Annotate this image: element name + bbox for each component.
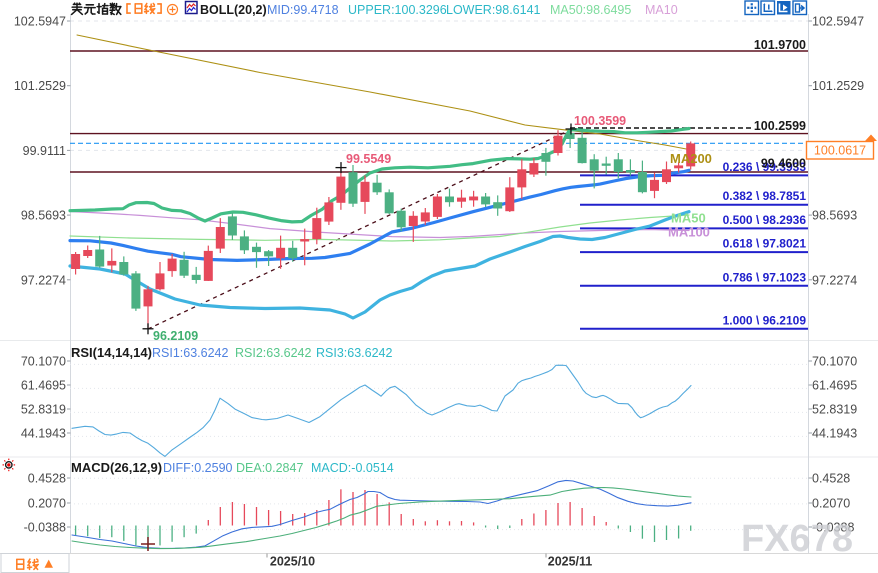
svg-text:101.2529: 101.2529 xyxy=(14,79,66,93)
svg-text:MACD(26,12,9): MACD(26,12,9) xyxy=(71,460,162,475)
svg-text:99.5549: 99.5549 xyxy=(346,152,391,166)
svg-text:99.4600: 99.4600 xyxy=(761,157,806,171)
svg-text:DEA:0.2847: DEA:0.2847 xyxy=(236,461,303,475)
svg-text:MA100: MA100 xyxy=(668,225,710,240)
svg-text:RSI3:63.6242: RSI3:63.6242 xyxy=(316,346,392,360)
svg-text:102.5947: 102.5947 xyxy=(812,15,864,29)
svg-text:100.0617: 100.0617 xyxy=(814,144,866,158)
svg-text:61.4695: 61.4695 xyxy=(21,379,66,393)
svg-text:70.1070: 70.1070 xyxy=(21,355,66,369)
svg-text:BOLL(20,2): BOLL(20,2) xyxy=(200,3,267,17)
svg-text:61.4695: 61.4695 xyxy=(812,379,857,393)
svg-text:96.2109: 96.2109 xyxy=(153,329,198,343)
svg-text:RSI(14,14,14): RSI(14,14,14) xyxy=(71,345,152,360)
svg-text:97.2274: 97.2274 xyxy=(812,273,857,287)
svg-text:MA200: MA200 xyxy=(670,151,712,166)
svg-text:98.5693: 98.5693 xyxy=(21,209,66,223)
svg-text:70.1070: 70.1070 xyxy=(812,355,857,369)
svg-text:2025/11: 2025/11 xyxy=(548,555,593,569)
svg-text:-0.0388: -0.0388 xyxy=(24,521,66,535)
svg-text:0.2070: 0.2070 xyxy=(812,497,850,511)
svg-text:44.1943: 44.1943 xyxy=(812,427,857,441)
svg-text:98.5693: 98.5693 xyxy=(812,209,857,223)
svg-text:0.786 \ 97.1023: 0.786 \ 97.1023 xyxy=(723,270,807,284)
svg-text:101.2529: 101.2529 xyxy=(812,79,864,93)
svg-text:0.4528: 0.4528 xyxy=(812,472,850,486)
svg-text:MID:99.4718: MID:99.4718 xyxy=(267,3,339,17)
svg-text:-0.0388: -0.0388 xyxy=(812,521,854,535)
svg-text:MA50: MA50 xyxy=(671,211,706,226)
svg-text:0.618 \ 97.8021: 0.618 \ 97.8021 xyxy=(723,237,807,251)
svg-text:102.5947: 102.5947 xyxy=(14,15,66,29)
svg-text:MA50:98.6495: MA50:98.6495 xyxy=(550,3,631,17)
svg-text:100.2599: 100.2599 xyxy=(754,119,806,133)
svg-text:MA10: MA10 xyxy=(645,3,678,17)
svg-text:0.236 \ 99.3933: 0.236 \ 99.3933 xyxy=(723,160,807,174)
svg-text:101.9700: 101.9700 xyxy=(754,38,806,52)
svg-text:99.9111: 99.9111 xyxy=(23,144,66,158)
svg-text:1.000 \ 96.2109: 1.000 \ 96.2109 xyxy=(723,313,807,327)
svg-text:0.382 \ 98.7851: 0.382 \ 98.7851 xyxy=(723,189,807,203)
svg-text:2025/10: 2025/10 xyxy=(270,555,315,569)
svg-text:MACD:-0.0514: MACD:-0.0514 xyxy=(311,461,394,475)
svg-text:RSI2:63.6242: RSI2:63.6242 xyxy=(235,346,311,360)
svg-text:0.4528: 0.4528 xyxy=(28,472,66,486)
svg-text:DIFF:0.2590: DIFF:0.2590 xyxy=(163,461,233,475)
svg-text:UPPER:100.3296: UPPER:100.3296 xyxy=(348,3,447,17)
svg-text:RSI1:63.6242: RSI1:63.6242 xyxy=(152,346,228,360)
svg-text:97.2274: 97.2274 xyxy=(21,273,66,287)
svg-text:LOWER:98.6141: LOWER:98.6141 xyxy=(446,3,541,17)
svg-text:52.8319: 52.8319 xyxy=(812,403,857,417)
svg-text:44.1943: 44.1943 xyxy=(21,427,66,441)
svg-text:100.3599: 100.3599 xyxy=(574,114,626,128)
svg-text:0.2070: 0.2070 xyxy=(28,497,66,511)
svg-text:52.8319: 52.8319 xyxy=(21,403,66,417)
svg-text:0.500 \ 98.2936: 0.500 \ 98.2936 xyxy=(723,213,807,227)
